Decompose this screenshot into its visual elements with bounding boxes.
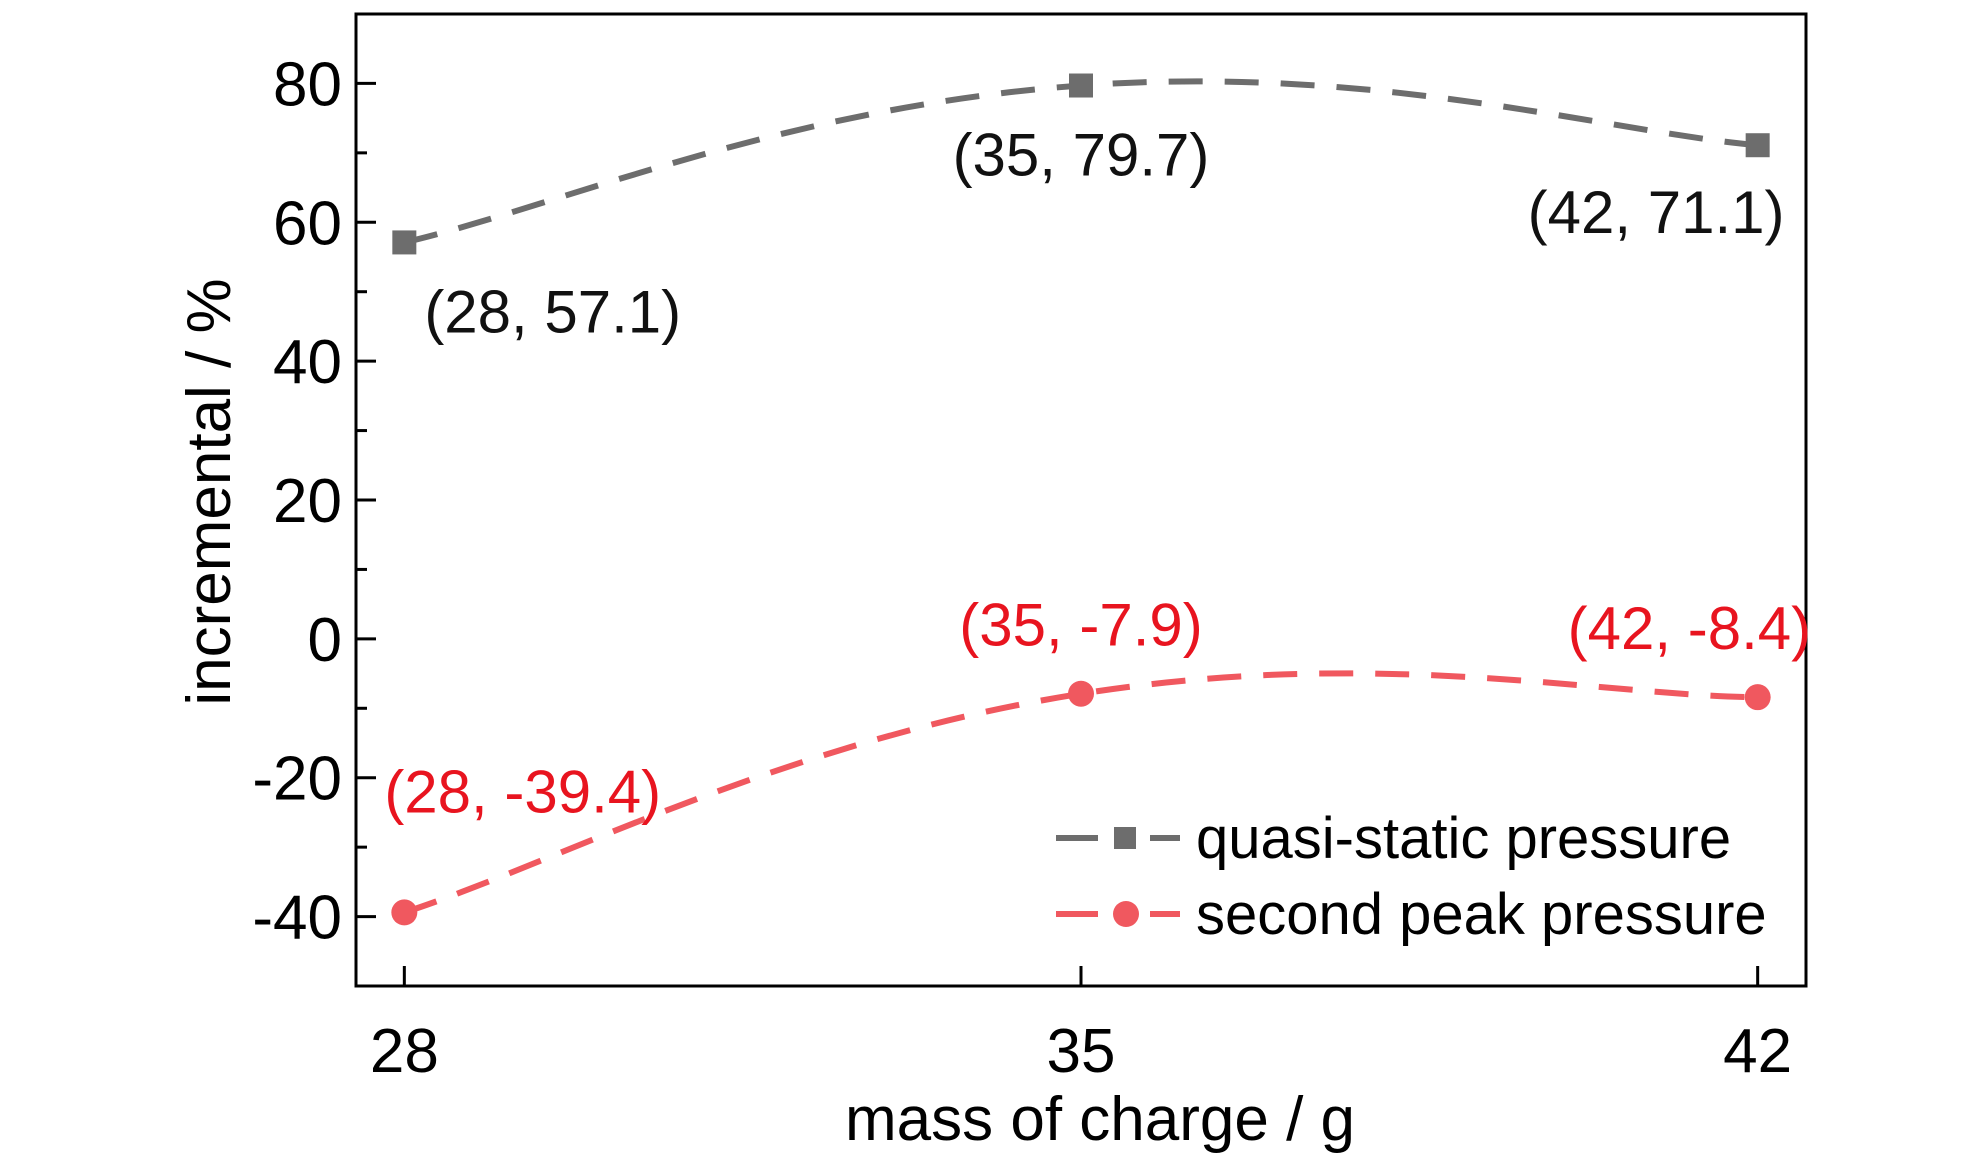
y-tick-label: 60	[273, 189, 342, 258]
data-label: (28, -39.4)	[384, 758, 661, 825]
axes-layer: -40 -20 0 20 40 60 80 28 35 42	[252, 50, 1792, 1086]
legend-label: second peak pressure	[1196, 882, 1767, 947]
x-tick-label: 28	[370, 1017, 439, 1086]
data-label: (35, 79.7)	[953, 122, 1210, 189]
data-label: (42, 71.1)	[1528, 179, 1785, 246]
x-tick-label: 35	[1047, 1017, 1116, 1086]
series-line-1	[403, 670, 1758, 916]
legend-label: quasi-static pressure	[1196, 806, 1731, 871]
y-tick-label: -20	[252, 745, 342, 814]
y-tick-label: -40	[252, 884, 342, 953]
series-1-marker	[1068, 680, 1094, 707]
series-1-marker	[1744, 684, 1771, 711]
legend: quasi-static pressure second peak pressur…	[1056, 806, 1767, 947]
series-0-marker	[1069, 73, 1093, 98]
series-0-marker	[1745, 133, 1770, 158]
plot-frame	[354, 12, 1808, 988]
legend-square-marker	[1114, 827, 1136, 849]
y-tick-label: 0	[308, 606, 342, 675]
y-tick-label: 40	[273, 328, 342, 397]
series-1-marker	[391, 899, 418, 926]
y-axis-title: incremental / %	[175, 278, 244, 705]
y-tick-label: 20	[273, 467, 342, 536]
series-0-marker	[392, 230, 417, 255]
data-label: (42, -8.4)	[1568, 595, 1811, 662]
x-tick-label: 42	[1723, 1017, 1792, 1086]
data-label: (28, 57.1)	[424, 278, 681, 345]
x-axis-title: mass of charge / g	[845, 1085, 1355, 1154]
markers-layer	[391, 73, 1771, 926]
point-labels-layer: (28, 57.1) (35, 79.7) (42, 71.1) (28, -39.4…	[384, 122, 1811, 826]
legend-circle-marker	[1113, 901, 1139, 927]
y-tick-label: 80	[273, 50, 342, 119]
data-label: (35, -7.9)	[959, 592, 1202, 659]
